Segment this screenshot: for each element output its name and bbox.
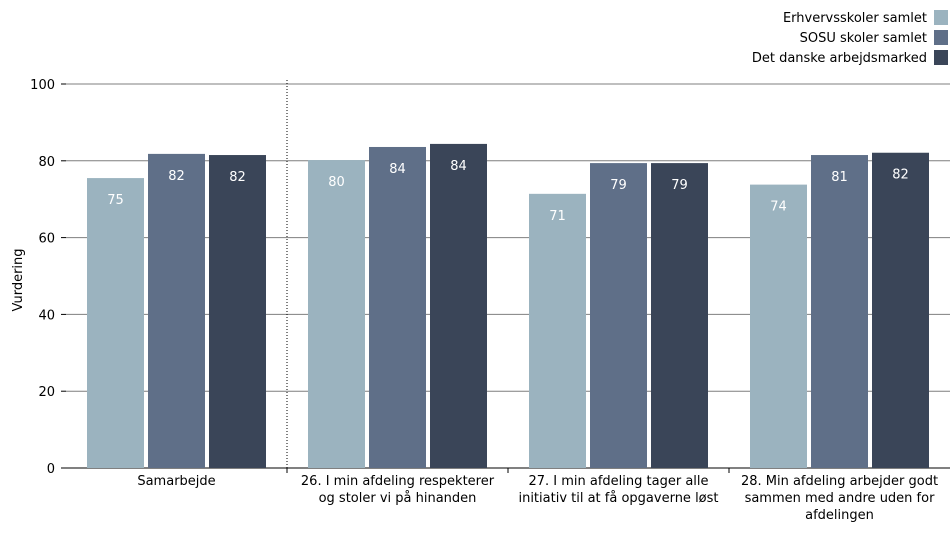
data-labels: 75 82 82 80 84 84 71 79 79 74 81 82 bbox=[107, 159, 909, 224]
bar bbox=[148, 153, 205, 468]
bar bbox=[209, 155, 266, 469]
bar bbox=[308, 160, 365, 469]
data-label: 84 bbox=[389, 162, 406, 177]
x-tick-label-line: initiativ til at få opgaverne løst bbox=[518, 491, 718, 506]
x-tick-label-line: sammen med andre uden for bbox=[745, 491, 936, 506]
x-tick-label: 27. I min afdeling tager alle initiativ t… bbox=[518, 474, 718, 506]
y-tick-label: 100 bbox=[30, 78, 55, 93]
data-label: 82 bbox=[229, 170, 246, 185]
bar bbox=[529, 193, 586, 468]
data-label: 82 bbox=[168, 169, 185, 184]
legend-swatch bbox=[934, 10, 948, 25]
axes: 0 20 40 60 80 100 Samarbejde 26. I min afdeling… bbox=[30, 78, 950, 523]
data-label: 79 bbox=[671, 178, 688, 193]
data-label: 75 bbox=[107, 193, 124, 208]
x-tick-label-line: 27. I min afdeling tager alle bbox=[528, 474, 708, 489]
data-label: 81 bbox=[831, 170, 848, 185]
x-tick-label: Samarbejde bbox=[137, 474, 215, 489]
legend-swatch bbox=[934, 50, 948, 65]
y-tick-label: 20 bbox=[38, 385, 55, 400]
bar bbox=[369, 146, 426, 468]
x-tick-label-line: 26. I min afdeling respekterer bbox=[301, 474, 495, 489]
bar bbox=[87, 178, 144, 468]
data-label: 79 bbox=[610, 178, 627, 193]
x-tick-label-line: afdelingen bbox=[805, 508, 874, 523]
y-tick-label: 40 bbox=[38, 308, 55, 323]
x-tick-label-line: og stoler vi på hinanden bbox=[319, 491, 477, 506]
data-label: 71 bbox=[549, 209, 566, 224]
legend: Erhvervsskoler samlet SOSU skoler samlet D… bbox=[752, 10, 948, 66]
data-label: 82 bbox=[892, 168, 909, 183]
data-label: 80 bbox=[328, 175, 345, 190]
legend-label: Det danske arbejdsmarked bbox=[752, 51, 927, 66]
legend-label: Erhvervsskoler samlet bbox=[783, 11, 927, 26]
y-tick-label: 0 bbox=[47, 462, 55, 477]
data-label: 84 bbox=[450, 159, 467, 174]
data-label: 74 bbox=[770, 200, 787, 215]
bar bbox=[651, 163, 708, 468]
y-axis-title: Vurdering bbox=[11, 248, 26, 311]
x-tick-label-line: Samarbejde bbox=[137, 474, 215, 489]
x-tick-label-line: 28. Min afdeling arbejder godt bbox=[741, 474, 938, 489]
bar bbox=[750, 184, 807, 468]
y-tick-label: 80 bbox=[38, 155, 55, 170]
bars bbox=[87, 143, 929, 469]
legend-label: SOSU skoler samlet bbox=[800, 31, 927, 46]
bar bbox=[811, 155, 868, 469]
y-tick-label: 60 bbox=[38, 232, 55, 247]
bar bbox=[430, 143, 487, 469]
bar bbox=[590, 163, 647, 468]
x-tick-label: 26. I min afdeling respekterer og stoler … bbox=[301, 474, 495, 506]
bar bbox=[872, 152, 929, 468]
legend-swatch bbox=[934, 30, 948, 45]
x-tick-label: 28. Min afdeling arbejder godt sammen med… bbox=[741, 474, 938, 523]
